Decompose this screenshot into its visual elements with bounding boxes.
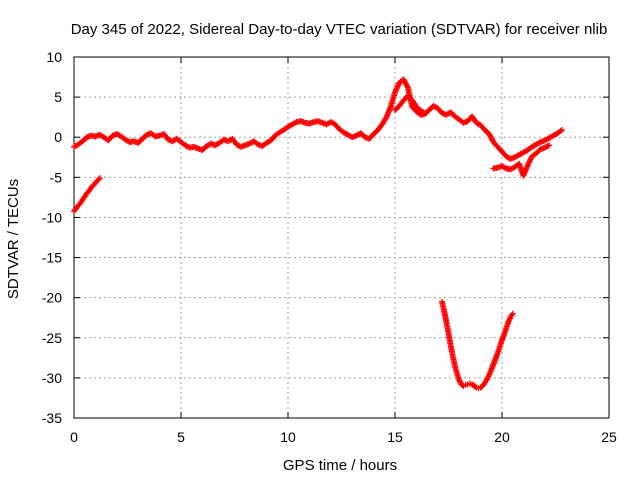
data-point <box>546 142 553 149</box>
y-tick-label: -25 <box>42 330 62 346</box>
y-tick-label: -35 <box>42 410 62 426</box>
y-axis-label: SDTVAR / TECUs <box>5 179 22 299</box>
data-point-interp <box>404 83 411 90</box>
chart-title: Day 345 of 2022, Sidereal Day-to-day VTE… <box>71 21 608 38</box>
y-tick-label: -30 <box>42 370 62 386</box>
data-point <box>421 110 428 117</box>
y-tick-label: 10 <box>46 49 62 65</box>
y-tick-label: -20 <box>42 290 62 306</box>
x-tick-label: 0 <box>70 429 78 445</box>
x-tick-label: 10 <box>280 429 296 445</box>
x-tick-label: 20 <box>494 429 510 445</box>
data-point <box>96 175 103 182</box>
y-tick-label: -15 <box>42 250 62 266</box>
data-points <box>71 76 565 392</box>
y-tick-label: -5 <box>50 169 63 185</box>
grid-lines <box>74 57 609 418</box>
y-tick-label: 0 <box>54 129 62 145</box>
axis-ticks: 0 5 10 15 20 25 10 5 0 -5 -10 -15 -20 -25 -30 -35 <box>42 49 617 445</box>
y-tick-label: -10 <box>42 209 62 225</box>
plot-frame <box>73 56 610 419</box>
x-axis-label: GPS time / hours <box>283 457 397 474</box>
x-tick-label: 25 <box>601 429 617 445</box>
x-tick-label: 5 <box>177 429 185 445</box>
data-point <box>558 127 565 134</box>
data-point-interp <box>472 383 479 390</box>
data-point-interp <box>95 176 102 183</box>
x-tick-label: 15 <box>387 429 403 445</box>
data-point <box>509 310 516 317</box>
y-tick-label: 5 <box>54 89 62 105</box>
